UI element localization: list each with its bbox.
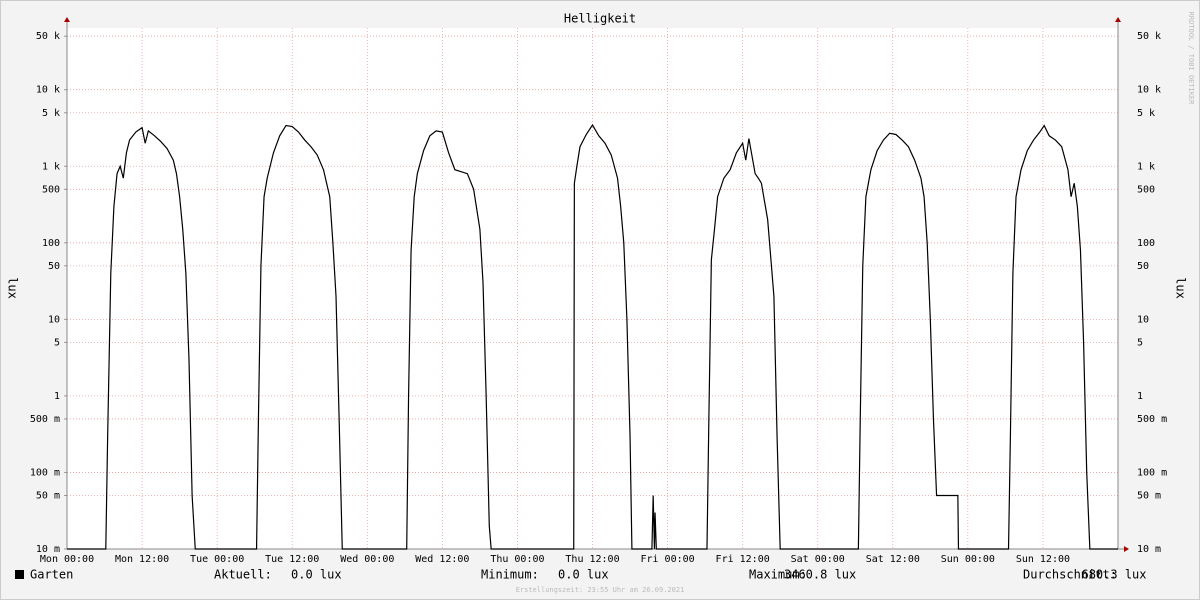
y-tick-label-right: 10 k bbox=[1137, 85, 1161, 96]
y-tick-label-right: 100 m bbox=[1137, 467, 1167, 478]
y-tick-label: 50 k bbox=[36, 31, 60, 42]
stat-value: 0.0 lux bbox=[291, 568, 342, 582]
stat-label: Aktuell: bbox=[214, 568, 272, 582]
legend-label: Garten bbox=[30, 568, 73, 582]
x-tick-label: Tue 12:00 bbox=[265, 554, 319, 565]
y-tick-label: 1 bbox=[54, 391, 60, 402]
y-tick-label: 5 k bbox=[42, 108, 60, 119]
y-tick-label-right: 50 bbox=[1137, 261, 1149, 272]
x-tick-label: Sun 12:00 bbox=[1016, 554, 1070, 565]
x-tick-label: Tue 00:00 bbox=[190, 554, 244, 565]
stat-label: Maximum: bbox=[749, 568, 807, 582]
stat-label: Durchschnitt: bbox=[1023, 568, 1117, 582]
arrow bbox=[1115, 17, 1121, 22]
y-tick-label-right: 50 k bbox=[1137, 31, 1161, 42]
x-tick-label: Sat 00:00 bbox=[791, 554, 845, 565]
y-tick-label-right: 10 m bbox=[1137, 544, 1161, 555]
x-tick-label: Fri 00:00 bbox=[640, 554, 694, 565]
y-tick-label: 10 k bbox=[36, 85, 60, 96]
y-tick-label-right: 50 m bbox=[1137, 490, 1161, 501]
x-tick-label: Thu 12:00 bbox=[565, 554, 619, 565]
stat-value: 0.0 lux bbox=[558, 568, 609, 582]
y-tick-label: 100 bbox=[42, 238, 60, 249]
footer: Erstellungszeit: 23:55 Uhr am 26.09.2021 bbox=[516, 586, 685, 594]
y-tick-label: 500 m bbox=[30, 414, 60, 425]
y-tick-label-right: 10 bbox=[1137, 314, 1149, 325]
y-tick-label-right: 5 k bbox=[1137, 108, 1155, 119]
y-tick-label: 1 k bbox=[42, 161, 60, 172]
watermark: RRDTOOL / TOBI OETIKER bbox=[1187, 12, 1195, 106]
y-tick-label: 10 m bbox=[36, 544, 60, 555]
y-tick-label: 50 m bbox=[36, 490, 60, 501]
y-tick-label: 5 bbox=[54, 337, 60, 348]
stat-value: 680.3 lux bbox=[1081, 568, 1146, 582]
y-tick-label-right: 5 bbox=[1137, 337, 1143, 348]
arrow bbox=[1124, 546, 1129, 552]
x-tick-label: Fri 12:00 bbox=[716, 554, 770, 565]
x-tick-label: Wed 00:00 bbox=[340, 554, 394, 565]
y-axis-label-right: lux bbox=[1174, 277, 1188, 299]
y-tick-label-right: 500 bbox=[1137, 184, 1155, 195]
x-tick-label: Wed 12:00 bbox=[415, 554, 469, 565]
legend-swatch bbox=[15, 570, 24, 579]
y-tick-label-right: 500 m bbox=[1137, 414, 1167, 425]
y-tick-label-right: 1 k bbox=[1137, 161, 1155, 172]
stat-label: Minimum: bbox=[481, 568, 539, 582]
x-tick-label: Thu 00:00 bbox=[490, 554, 544, 565]
x-tick-label: Sun 00:00 bbox=[941, 554, 995, 565]
x-tick-label: Sat 12:00 bbox=[866, 554, 920, 565]
y-tick-label: 50 bbox=[48, 261, 60, 272]
series-line bbox=[67, 123, 1118, 550]
x-tick-label: Mon 12:00 bbox=[115, 554, 169, 565]
y-tick-label-right: 100 bbox=[1137, 238, 1155, 249]
y-tick-label: 10 bbox=[48, 314, 60, 325]
plot-area bbox=[67, 28, 1118, 549]
y-tick-label-right: 1 bbox=[1137, 391, 1143, 402]
y-axis-label: lux bbox=[6, 277, 20, 299]
stat-value: 3460.8 lux bbox=[784, 568, 856, 582]
x-tick-label: Mon 00:00 bbox=[40, 554, 94, 565]
chart-title: Helligkeit bbox=[564, 12, 636, 26]
y-tick-label: 500 bbox=[42, 184, 60, 195]
arrow bbox=[64, 17, 70, 22]
y-tick-label: 100 m bbox=[30, 467, 60, 478]
